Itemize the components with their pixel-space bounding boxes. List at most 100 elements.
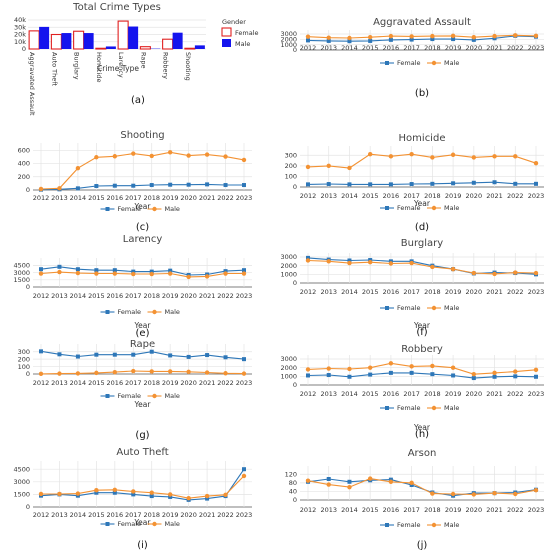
point-male [388, 33, 394, 39]
point-female [75, 186, 80, 191]
point-male [57, 491, 62, 497]
y-tick-label: 3000 [13, 269, 30, 277]
point-female [112, 183, 117, 188]
point-male [167, 271, 173, 276]
point-male [112, 487, 118, 492]
x-axis-label: Year [134, 202, 152, 211]
legend-marker-male [431, 405, 437, 411]
x-tick-label: 2017 [125, 292, 142, 300]
x-axis-label: Year [413, 423, 431, 432]
bar-female [73, 30, 85, 50]
x-tick-label: 2022 [507, 390, 524, 398]
point-female [451, 181, 456, 186]
y-tick-label: 20k [14, 31, 26, 39]
x-tick-label: 2017 [403, 506, 420, 514]
y-tick-label: 0 [26, 283, 30, 291]
x-tick-label: 2023 [528, 44, 545, 52]
chart-title: Larency [123, 234, 163, 245]
point-male [149, 369, 154, 374]
point-male [450, 152, 456, 157]
x-tick-label: 2016 [107, 194, 124, 202]
point-female [242, 467, 246, 472]
x-tick-label: 2013 [51, 379, 68, 387]
y-tick-label: 10k [14, 38, 26, 46]
chart-title: Total Crime Types [72, 2, 161, 13]
point-male [57, 186, 62, 191]
point-female [368, 372, 373, 377]
point-female [112, 490, 117, 495]
legend-label-male: Male [165, 308, 180, 316]
point-female [149, 183, 154, 188]
y-tick-label: 80 [289, 479, 297, 487]
series-line-male [307, 34, 537, 39]
point-female [451, 373, 456, 378]
y-tick-label: 0 [293, 381, 297, 389]
point-male [204, 370, 210, 375]
x-tick-label: 2012 [300, 390, 317, 398]
x-tick-label: 2023 [236, 194, 253, 202]
x-tick-label: 2022 [507, 44, 524, 52]
panel-label: (i) [137, 540, 148, 551]
x-tick-label: 2016 [383, 44, 400, 52]
point-male [347, 484, 352, 490]
legend-swatch-male [222, 39, 231, 47]
point-male [347, 260, 352, 266]
point-female [94, 268, 99, 273]
point-male [388, 154, 394, 159]
legend-label-female: Female [397, 204, 421, 212]
point-female [94, 490, 99, 495]
x-tick-label: 2020 [466, 390, 483, 398]
x-tick-label: 2019 [162, 194, 179, 202]
point-male [75, 371, 81, 376]
legend-label-female: Female [118, 205, 142, 213]
x-axis-label: Year [134, 321, 152, 330]
x-tick-label: 2021 [199, 511, 216, 519]
x-tick-label: 2020 [180, 379, 197, 387]
y-tick-label: 600 [18, 147, 30, 155]
point-male [223, 154, 228, 159]
x-tick-label: 2019 [445, 390, 462, 398]
point-male [450, 491, 456, 497]
point-male [94, 271, 99, 276]
x-tick-label: 2014 [70, 379, 87, 387]
y-tick-label: 1500 [13, 491, 30, 499]
series-line-female [307, 181, 536, 185]
y-tick-label: 3000 [280, 355, 297, 363]
point-male [430, 363, 435, 369]
point-male [186, 369, 191, 374]
legend-marker-male [152, 206, 157, 212]
point-female [223, 355, 228, 360]
point-female [513, 374, 518, 379]
point-female [242, 183, 246, 188]
chart-title: Auto Theft [116, 447, 168, 458]
legend-label-male: Male [444, 521, 459, 529]
x-tick-label: 2021 [486, 288, 503, 296]
point-female [451, 37, 456, 42]
y-tick-label: 400 [18, 160, 30, 168]
legend-swatch-female [221, 27, 232, 37]
x-tick-label: 2013 [51, 511, 68, 519]
x-tick-label: 2013 [320, 390, 337, 398]
x-tick-label: 2014 [70, 194, 87, 202]
series-line-female [40, 468, 245, 501]
point-male [326, 35, 331, 40]
y-tick-label: 0 [293, 183, 297, 191]
point-female [39, 349, 43, 354]
x-tick-label: 2017 [125, 511, 142, 519]
point-male [471, 492, 477, 497]
point-female [149, 269, 154, 274]
point-male [131, 368, 136, 374]
x-tick-label: 2020 [180, 292, 197, 300]
series-line-female [307, 257, 537, 275]
x-tick-label: 2015 [88, 292, 105, 300]
point-female [471, 376, 476, 381]
legend-marker-female [105, 207, 110, 211]
point-male [131, 271, 136, 277]
point-male [533, 367, 539, 373]
point-male [57, 269, 62, 275]
